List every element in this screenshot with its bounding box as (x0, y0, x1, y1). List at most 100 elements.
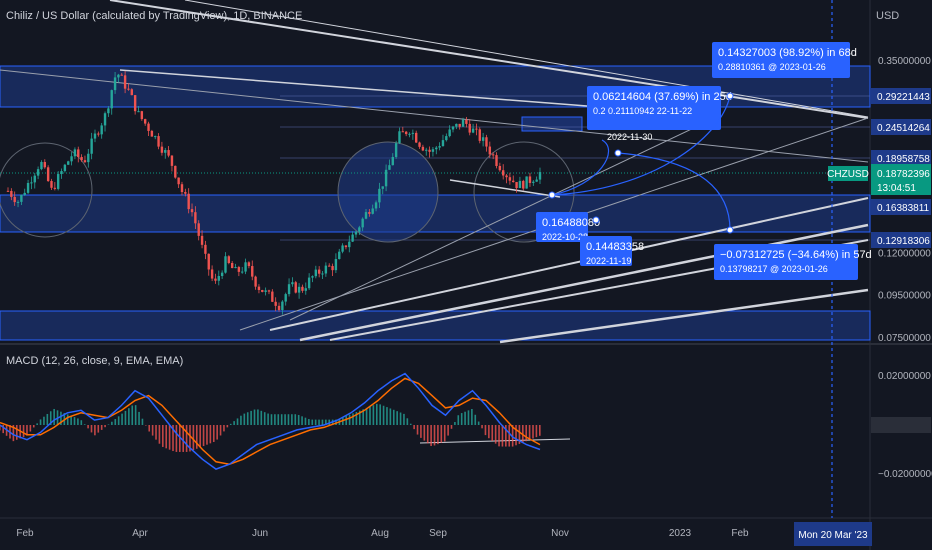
candle-body (197, 223, 200, 236)
histogram-bar (433, 425, 436, 446)
candle-body (154, 136, 157, 138)
candle-body (374, 202, 378, 209)
histogram-bar (297, 414, 300, 425)
candle-body (451, 126, 455, 130)
candle-body (388, 165, 391, 170)
histogram-bar (263, 412, 266, 425)
candle-body (284, 294, 287, 302)
histogram-bar (124, 410, 127, 425)
histogram-bar (162, 425, 164, 447)
histogram-bar (335, 419, 337, 425)
last-price-countdown: 13:04:51 (877, 183, 916, 194)
macd-axis-tick: 0.02000000 (878, 371, 931, 382)
candle-body (338, 251, 341, 260)
ticker-label: CHZUSD (827, 169, 869, 180)
histogram-bar (308, 419, 310, 425)
time-axis-tick: 2023 (669, 528, 692, 539)
last-price-badge (871, 164, 931, 195)
histogram-bar (348, 414, 351, 425)
candle-body (297, 286, 301, 293)
trend-line (109, 0, 869, 119)
candle-body (93, 133, 97, 139)
candle-body (277, 305, 281, 310)
histogram-bar (481, 425, 483, 429)
candle-body (398, 131, 401, 144)
candle-body (438, 146, 441, 148)
histogram-bar (155, 425, 157, 440)
time-axis-tick: Aug (371, 528, 389, 539)
histogram-bar (145, 425, 147, 426)
histogram-bar (236, 418, 239, 425)
histogram-bar (158, 425, 161, 444)
histogram-bar (287, 414, 290, 425)
histogram-bar (477, 421, 480, 425)
candle-body (421, 146, 425, 151)
candle-body (187, 193, 190, 210)
candle-body (70, 156, 73, 162)
histogram-bar (505, 425, 507, 447)
histogram-bar (321, 419, 324, 425)
pattern-circle (0, 142, 93, 238)
histogram-bar (172, 425, 174, 452)
candle-body (83, 160, 87, 163)
candle-body (20, 194, 23, 202)
histogram-bar (355, 411, 358, 425)
candle-body (204, 244, 207, 254)
histogram-bar (392, 409, 395, 425)
candle-body (501, 170, 505, 176)
candle-body (334, 259, 338, 271)
histogram-bar (474, 414, 477, 425)
measure-callout-mid-text: 0.2 0.21110942 22-11-22 (593, 106, 692, 116)
histogram-bar (168, 425, 171, 450)
histogram-bar (216, 425, 218, 440)
histogram-bar (77, 418, 79, 425)
histogram-bar (362, 409, 364, 425)
candle-body (43, 162, 47, 168)
price-axis-tick: 0.09500000 (878, 290, 931, 301)
candle-body (471, 128, 475, 133)
price-level-badge (871, 88, 931, 104)
histogram-bar (464, 411, 466, 425)
candle-body (60, 171, 63, 175)
candle-body (461, 119, 465, 127)
trend-line (449, 179, 561, 198)
time-axis-tick: Jun (252, 528, 268, 539)
candle-body (33, 175, 36, 183)
candle-body (210, 269, 214, 279)
candle-body (90, 138, 93, 154)
measure-callout-mid-text: 0.06214604 (37.69%) in 25d (593, 91, 732, 103)
candle-body (274, 301, 277, 306)
candle-body (498, 165, 502, 171)
histogram-bar (528, 425, 531, 440)
candle-body (331, 266, 334, 271)
histogram-bar (539, 425, 541, 436)
candle-body (214, 278, 217, 281)
histogram-bar (94, 425, 96, 436)
candle-body (6, 190, 10, 192)
candle-body (110, 90, 113, 109)
histogram-bar (107, 424, 110, 425)
candle-body (143, 119, 147, 124)
measure-callout-mid-box (587, 86, 721, 130)
anchor-point (726, 92, 734, 100)
candle-body (170, 155, 174, 166)
projection-curve (551, 95, 731, 196)
cursor-date-label: Mon 20 Mar '23 (798, 530, 868, 541)
candle-body (120, 74, 123, 76)
anchor-point (548, 191, 556, 199)
candle-body (348, 241, 351, 248)
chart-title: Chiliz / US Dollar (calculated by Tradin… (6, 10, 303, 22)
signal-line (0, 377, 541, 465)
histogram-bar (131, 405, 134, 425)
candle-body (87, 153, 90, 163)
candle-body (465, 119, 468, 124)
candle-body (418, 142, 421, 147)
price-level-badge (871, 150, 931, 166)
histogram-bar (294, 414, 297, 425)
histogram-bar (141, 418, 144, 425)
histogram-bar (229, 423, 232, 425)
candle-body (508, 177, 512, 181)
histogram-bar (379, 404, 381, 425)
